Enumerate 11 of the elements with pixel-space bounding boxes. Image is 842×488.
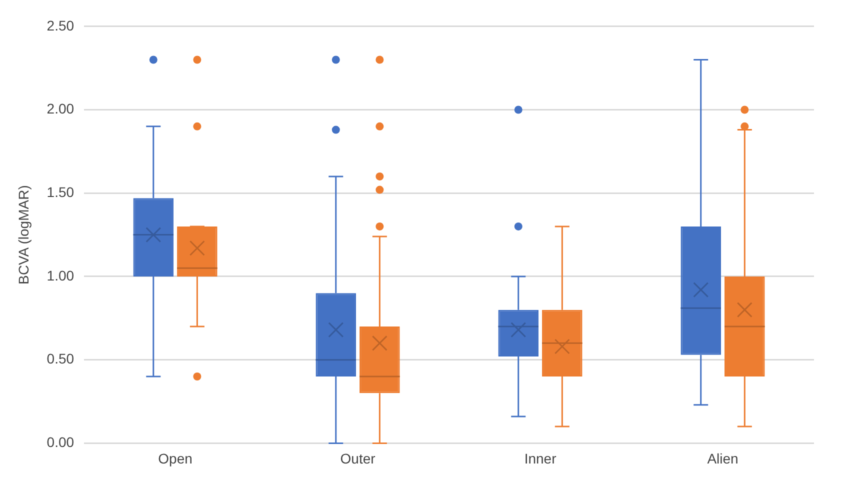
y-tick-label: 2.50 (46, 17, 74, 34)
y-axis-title: BCVA (logMAR) (15, 185, 32, 284)
y-tick-label: 1.50 (46, 184, 74, 200)
y-tick-label: 0.50 (46, 350, 74, 367)
y-tick-label: 1.00 (46, 267, 74, 284)
y-tick-label: 0.00 (46, 434, 74, 450)
x-tick-label: Alien (707, 450, 738, 466)
y-tick-label: 2.00 (46, 100, 74, 117)
x-tick-label: Inner (524, 450, 557, 466)
x-tick-label: Open (158, 450, 192, 466)
x-tick-label: Outer (340, 450, 376, 466)
